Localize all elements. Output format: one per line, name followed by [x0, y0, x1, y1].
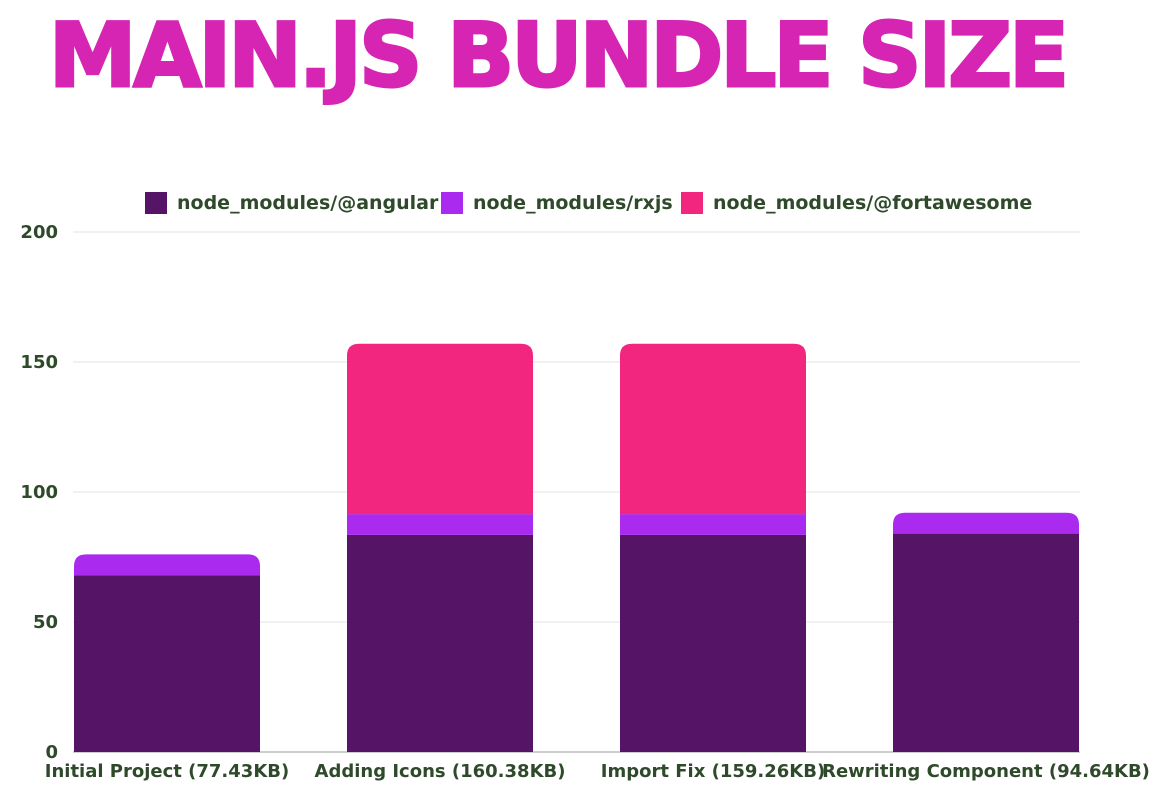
bars — [74, 343, 1079, 752]
bar-node-modules-fortawesome-1 — [347, 343, 533, 515]
y-tick-label: 50 — [33, 612, 58, 633]
legend-swatch-node-modules-rxjs — [441, 192, 463, 214]
legend-label-node-modules-angular: node_modules/@angular — [177, 192, 439, 214]
bar-node-modules-rxjs-3 — [893, 512, 1079, 534]
x-category-label: Import Fix (159.26KB) — [601, 761, 825, 782]
legend-label-node-modules-rxjs: node_modules/rxjs — [473, 192, 673, 214]
legend: node_modules/@angular node_modules/rxjs no… — [145, 192, 1032, 214]
bar-node-modules-rxjs-1 — [347, 514, 533, 535]
bar-node-modules-rxjs-2 — [620, 514, 806, 535]
y-tick-label: 200 — [20, 222, 58, 243]
y-tick-label: 0 — [45, 742, 58, 763]
chart-title: MAIN.JS BUNDLE SIZE — [47, 4, 1070, 107]
x-category-label: Adding Icons (160.38KB) — [315, 761, 566, 782]
bar-node-modules-angular-1 — [347, 534, 533, 752]
x-category-label: Initial Project (77.43KB) — [45, 761, 289, 782]
y-tick-label: 150 — [20, 352, 58, 373]
legend-swatch-node-modules-angular — [145, 192, 167, 214]
legend-swatch-node-modules-fortawesome — [681, 192, 703, 214]
axis: 0 50 100 150 200 Initial Project (77.43KB) Add… — [20, 222, 1150, 782]
bar-node-modules-angular-3 — [893, 533, 1079, 752]
bar-node-modules-angular-0 — [74, 575, 260, 752]
bar-node-modules-angular-2 — [620, 534, 806, 752]
legend-label-node-modules-fortawesome: node_modules/@fortawesome — [713, 192, 1032, 214]
y-tick-label: 100 — [20, 482, 58, 503]
bar-node-modules-fortawesome-2 — [620, 343, 806, 515]
x-category-label: Rewriting Component (94.64KB) — [822, 761, 1150, 782]
bar-node-modules-rxjs-0 — [74, 554, 260, 576]
